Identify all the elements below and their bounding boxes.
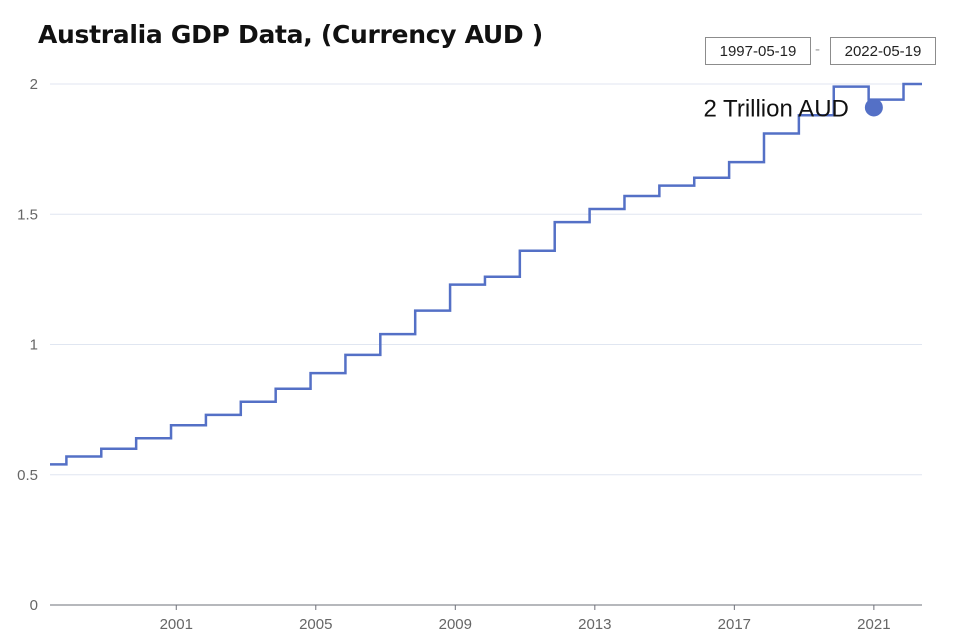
annotation-label: 2 Trillion AUD — [703, 95, 848, 122]
x-tick-label: 2001 — [160, 616, 193, 633]
y-tick-label: 0.5 — [17, 467, 38, 484]
chart-title: Australia GDP Data, (Currency AUD ) — [38, 20, 543, 49]
y-tick-label: 1 — [30, 337, 38, 354]
annotation-marker — [864, 98, 883, 117]
y-tick-label: 0 — [30, 597, 38, 614]
date-range-separator: - — [815, 41, 820, 58]
x-tick-label: 2021 — [857, 616, 890, 633]
y-tick-label: 2 — [30, 76, 38, 93]
x-tick-label: 2005 — [299, 616, 332, 633]
x-tick-label: 2013 — [578, 616, 611, 633]
start-date-input[interactable]: 1997-05-19 — [705, 37, 811, 65]
x-tick-label: 2009 — [439, 616, 472, 633]
y-tick-label: 1.5 — [17, 206, 38, 223]
x-tick-label: 2017 — [718, 616, 751, 633]
series-line — [50, 82, 922, 466]
end-date-input[interactable]: 2022-05-19 — [830, 37, 936, 65]
